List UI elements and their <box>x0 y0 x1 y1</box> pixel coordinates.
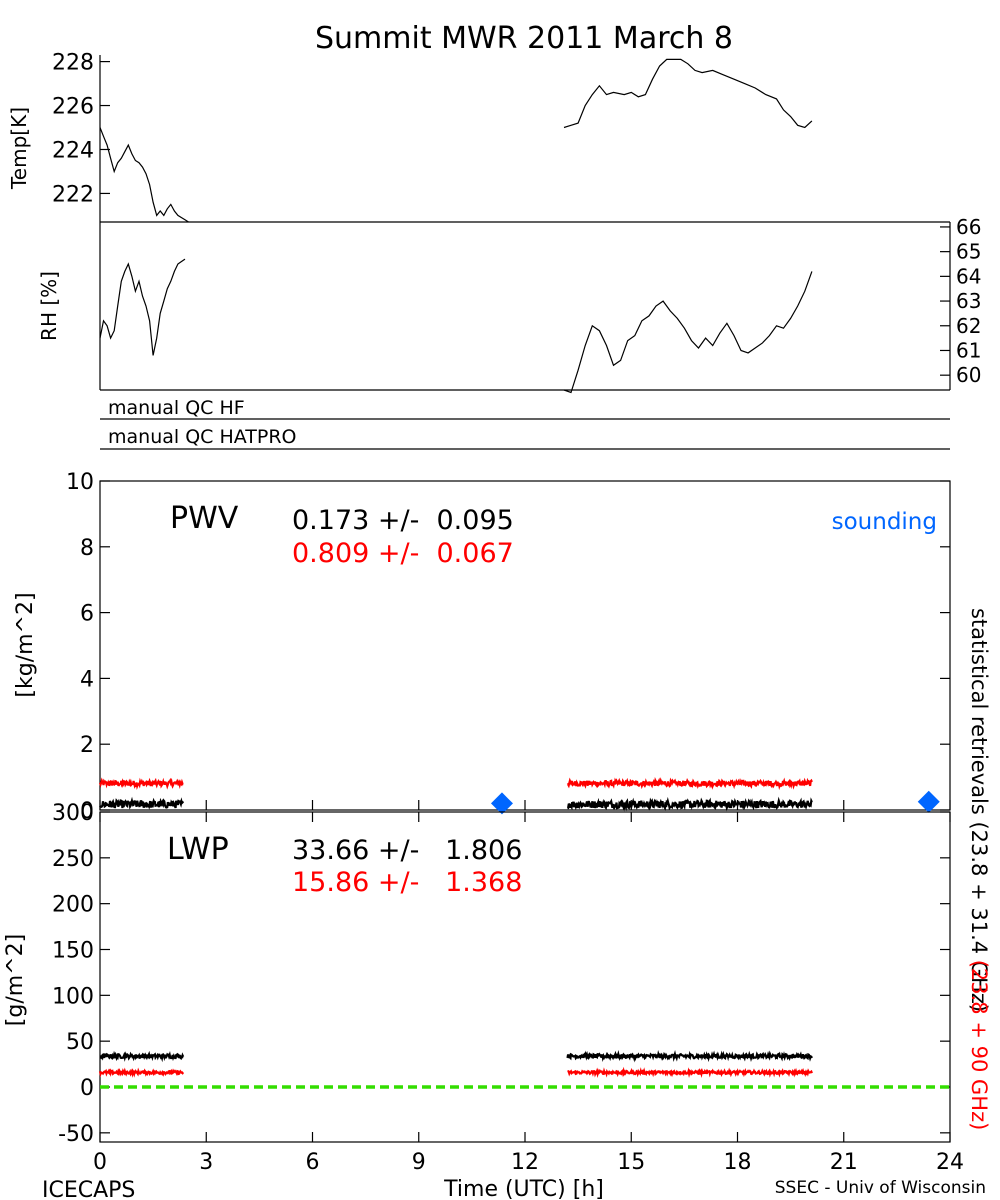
pwv-series-black-segment <box>99 796 185 810</box>
footer-right: SSEC - Univ of Wisconsin <box>775 1178 986 1198</box>
figure-title: Summit MWR 2011 March 8 <box>315 21 733 56</box>
temp-ticks: 222 224 226 228 <box>52 51 110 207</box>
rh-ytick-label: 66 <box>956 215 981 239</box>
pwv-ytick-label: 10 <box>66 470 94 495</box>
lwp-series-red-segment <box>567 1066 813 1078</box>
lwp-panel-label: LWP <box>167 832 229 867</box>
temp-ytick-label: 222 <box>52 182 94 207</box>
lwp-series-red-segment <box>98 1067 185 1078</box>
sounding-marker <box>490 792 513 815</box>
lwp-ytick-label: 50 <box>66 1030 94 1055</box>
rh-series-black-segment <box>563 271 813 394</box>
lwp-ytick-label: 200 <box>52 893 94 918</box>
rh-ytick-label: 65 <box>956 240 981 264</box>
lwp-panel: [g/m^2] LWP 33.66 +/- 1.806 15.86 +/- 1.… <box>3 800 964 1200</box>
time-axis-tick-label: 0 <box>93 1150 107 1175</box>
temp-ytick-label: 226 <box>52 95 94 120</box>
temp-series-black-segment <box>563 58 813 129</box>
footer-left: ICECAPS <box>42 1178 135 1200</box>
side-label-black: statistical retrievals (23.8 + 31.4 GHz) <box>967 608 991 1012</box>
pwv-panel: [kg/m^2] PWV 0.173 +/- 0.095 0.809 +/- 0… <box>13 470 951 824</box>
pwv-series-black-segment <box>567 796 813 812</box>
qc-label-hatpro: manual QC HATPRO <box>108 426 297 448</box>
pwv-ytick-label: 2 <box>80 733 94 758</box>
temp-ytick-label: 228 <box>52 51 94 76</box>
lwp-ytick-label: 250 <box>52 847 94 872</box>
side-label-red: (23.8 + 90 GHz) <box>967 960 991 1131</box>
rh-ytick-label: 64 <box>956 264 981 288</box>
sounding-marker <box>917 790 940 813</box>
rh-series-black-segment <box>99 258 186 356</box>
temp-ytick-label: 224 <box>52 138 94 163</box>
pwv-ticks: 0 2 4 6 8 10 <box>66 470 950 824</box>
lwp-ytick-label: 300 <box>52 801 94 826</box>
time-axis-ticks: 0 3 6 9 12 15 18 21 24 <box>93 800 964 1175</box>
pwv-series-red-segment <box>98 777 184 791</box>
lwp-ytick-label: 100 <box>52 984 94 1009</box>
time-axis-tick-label: 9 <box>412 1150 426 1175</box>
lwp-axis-label: [g/m^2] <box>3 934 28 1026</box>
temp-lines <box>99 58 813 223</box>
rh-ytick-label: 60 <box>956 363 981 387</box>
lwp-series-black-segment <box>566 1049 813 1063</box>
time-axis-tick-label: 12 <box>511 1150 539 1175</box>
sounding-legend: sounding <box>832 509 937 535</box>
lwp-ticks: -50 0 50 100 150 200 250 300 <box>52 801 950 1147</box>
lwp-ytick-label: -50 <box>58 1122 94 1147</box>
lwp-lines <box>98 1049 813 1078</box>
time-axis-tick-label: 15 <box>617 1150 645 1175</box>
pwv-series-red-segment <box>566 777 813 791</box>
pwv-panel-label: PWV <box>170 501 239 536</box>
temp-series-black-segment <box>99 127 189 223</box>
time-axis-tick-label: 24 <box>936 1150 964 1175</box>
lwp-ytick-label: 150 <box>52 939 94 964</box>
pwv-ytick-label: 4 <box>80 667 94 692</box>
rh-ytick-label: 62 <box>956 314 981 338</box>
pwv-stats-black: 0.173 +/- 0.095 <box>292 505 514 536</box>
lwp-stats-red: 15.86 +/- 1.368 <box>292 867 522 898</box>
rh-axis-label: RH [%] <box>37 271 61 341</box>
time-axis-tick-label: 18 <box>724 1150 752 1175</box>
time-axis-tick-label: 21 <box>830 1150 858 1175</box>
pwv-ytick-label: 6 <box>80 602 94 627</box>
lwp-ytick-label: 0 <box>80 1076 94 1101</box>
pwv-soundings <box>490 790 940 815</box>
qc-section: manual QC HF manual QC HATPRO <box>100 389 950 450</box>
lwp-series-black-segment <box>99 1050 185 1063</box>
qc-label-hf: manual QC HF <box>108 397 245 419</box>
time-axis-label: Time (UTC) [h] <box>443 1177 604 1200</box>
time-axis-tick-label: 3 <box>199 1150 213 1175</box>
temp-axis-label: Temp[K] <box>7 107 31 190</box>
lwp-stats-black: 33.66 +/- 1.806 <box>292 835 522 866</box>
rh-ytick-label: 63 <box>956 289 981 313</box>
pwv-stats-red: 0.809 +/- 0.067 <box>292 538 514 569</box>
pwv-ytick-label: 0 <box>80 799 94 824</box>
pwv-axis-label: [kg/m^2] <box>13 592 38 697</box>
pwv-lines <box>98 777 813 812</box>
temp-panel: Temp[K] 222 224 226 228 <box>7 51 950 223</box>
rh-ytick-label: 61 <box>956 338 981 362</box>
rh-lines <box>99 258 813 394</box>
time-axis-tick-label: 6 <box>306 1150 320 1175</box>
pwv-ytick-label: 8 <box>80 536 94 561</box>
